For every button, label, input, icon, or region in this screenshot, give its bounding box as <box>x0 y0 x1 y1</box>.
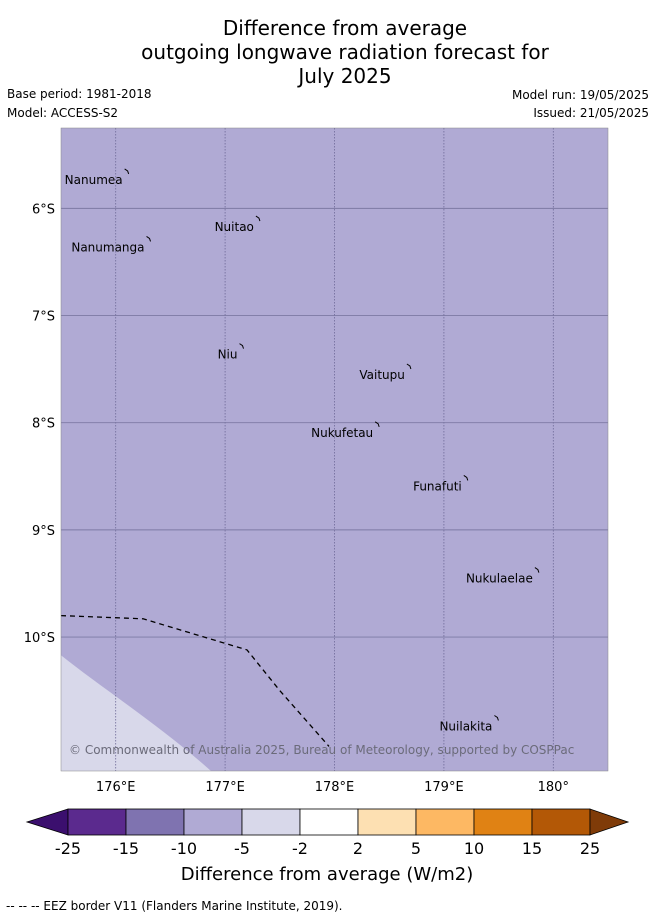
model-run-text: Model run: 19/05/2025 <box>511 88 649 102</box>
colorbar-tick-label: 15 <box>522 839 542 858</box>
lat-tick-label: 6°S <box>32 202 55 217</box>
map-frame <box>60 127 609 772</box>
colorbar-segment <box>299 808 359 836</box>
issued-text: Issued: 21/05/2025 <box>533 106 649 120</box>
lon-tick-label: 180° <box>538 780 569 795</box>
island-shape <box>239 343 244 349</box>
island-shape <box>255 215 261 222</box>
colorbar-tick-label: -25 <box>55 839 81 858</box>
model-text: Model: ACCESS-S2 <box>7 106 119 120</box>
lon-tick-label: 179°E <box>424 780 464 795</box>
island-label: Nukulaelae <box>466 572 533 586</box>
lon-tick-label: 178°E <box>315 780 355 795</box>
island-shape <box>124 168 130 175</box>
eez-footnote: -- -- -- EEZ border V11 (Flanders Marine… <box>6 899 343 913</box>
colorbar-under-arrow <box>25 808 69 836</box>
colorbar-segment <box>415 808 475 836</box>
map-panel: 176°E 177°E 178°E 179°E 180° 6°S 7°S 8°S 9°S 10°S… <box>24 127 609 795</box>
island-label: Nuilakita <box>439 719 492 733</box>
island-label: Nukufetau <box>311 426 373 440</box>
title-line-3: July 2025 <box>298 64 392 88</box>
colorbar-over-arrow <box>589 808 630 836</box>
island-shape <box>494 715 499 721</box>
colorbar-segment <box>125 808 185 836</box>
lat-tick-label: 8°S <box>32 417 55 432</box>
colorbar-tick-label: 5 <box>411 839 421 858</box>
colorbar-segment <box>531 808 591 836</box>
lat-tick-label: 7°S <box>32 310 55 325</box>
colorbar-tick-label: -2 <box>292 839 308 858</box>
light-anomaly-region <box>61 655 211 771</box>
colorbar-tick-label: 10 <box>464 839 484 858</box>
island-label: Nuitao <box>215 220 254 234</box>
colorbar-tick-label: 25 <box>580 839 600 858</box>
island-label: Funafuti <box>413 479 462 493</box>
island-shape <box>146 236 151 242</box>
chart-title: Difference from average outgoing longwav… <box>0 16 655 88</box>
colorbar-segment <box>183 808 243 836</box>
colorbar-segment <box>473 808 533 836</box>
island-shape <box>463 475 469 481</box>
map-figure: 176°E 177°E 178°E 179°E 180° 6°S 7°S 8°S 9°S 10°S… <box>24 127 630 885</box>
island-shape <box>534 567 540 573</box>
lat-tick-label: 10°S <box>24 631 55 646</box>
island-label: Vaitupu <box>359 368 405 382</box>
colorbar-segment <box>67 808 127 836</box>
island-shape <box>374 421 380 428</box>
base-period-text: Base period: 1981-2018 <box>7 87 152 101</box>
colorbar-segment <box>241 808 301 836</box>
island-shape <box>406 363 412 370</box>
copyright-text: © Commonwealth of Australia 2025, Bureau… <box>69 743 574 757</box>
eez-border-line <box>61 614 330 747</box>
title-line-1: Difference from average <box>222 16 468 40</box>
lon-tick-label: 176°E <box>96 780 136 795</box>
island-label: Nanumanga <box>71 240 144 254</box>
title-line-2: outgoing longwave radiation forecast for <box>141 40 549 64</box>
island-label: Nanumea <box>65 173 123 187</box>
colorbar-segment <box>357 808 417 836</box>
colorbar-tick-label: -10 <box>171 839 197 858</box>
lon-tick-label: 177°E <box>205 780 245 795</box>
colorbar-tick-label: -5 <box>234 839 250 858</box>
colorbar-tick-label: -15 <box>113 839 139 858</box>
colorbar-title: Difference from average (W/m2) <box>181 864 473 885</box>
lat-tick-label: 9°S <box>32 524 55 539</box>
colorbar-tick-label: 2 <box>353 839 363 858</box>
island-label: Niu <box>218 348 238 362</box>
